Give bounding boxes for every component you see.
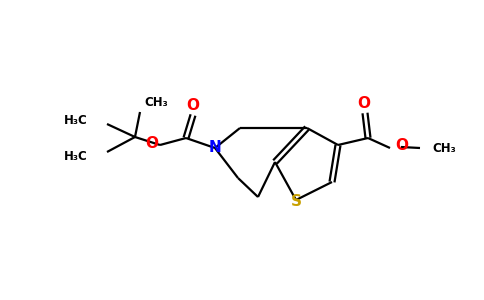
Text: O: O [146,136,158,151]
Text: CH₃: CH₃ [432,142,456,154]
Text: O: O [395,137,408,152]
Text: O: O [186,98,199,113]
Text: H₃C: H₃C [64,113,88,127]
Text: N: N [209,140,221,155]
Text: CH₃: CH₃ [144,97,168,110]
Text: O: O [358,97,370,112]
Text: H₃C: H₃C [64,149,88,163]
Text: S: S [290,194,302,209]
